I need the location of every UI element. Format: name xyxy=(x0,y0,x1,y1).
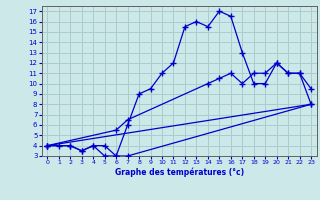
X-axis label: Graphe des températures (°c): Graphe des températures (°c) xyxy=(115,168,244,177)
